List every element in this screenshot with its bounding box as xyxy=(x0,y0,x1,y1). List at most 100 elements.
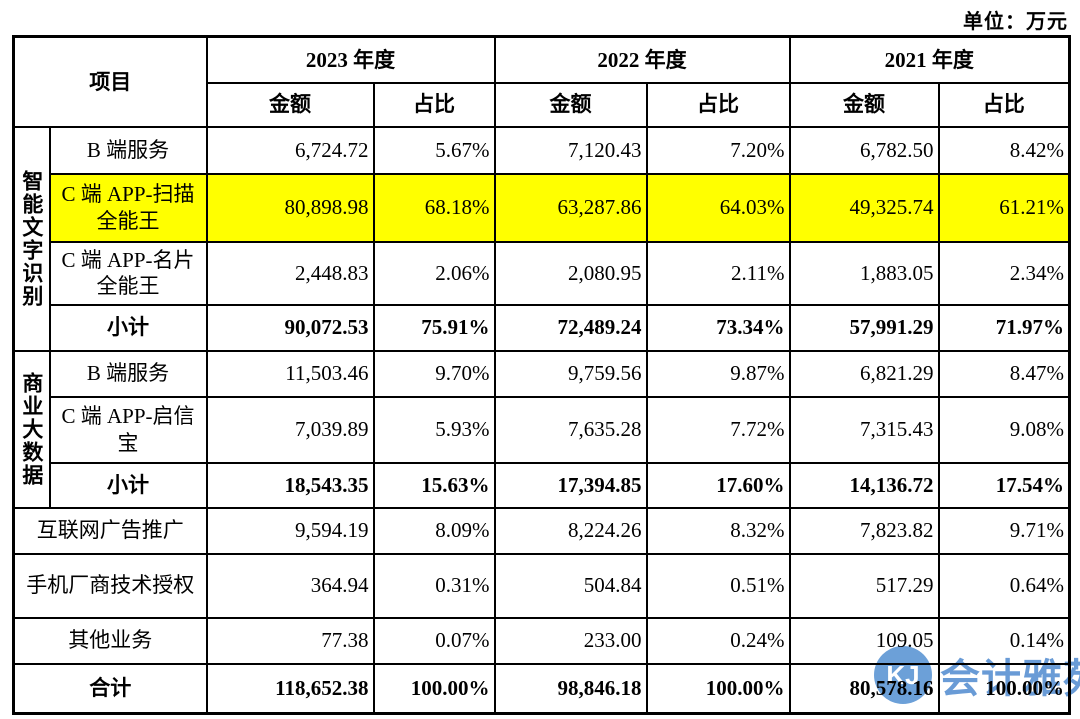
table-cell: 80,898.98 xyxy=(205,172,375,243)
table-cell: 0.24% xyxy=(645,616,791,665)
table-cell: 71.97% xyxy=(937,303,1071,352)
table-cell: 73.34% xyxy=(645,303,791,352)
table-cell: 517.29 xyxy=(788,552,940,619)
row-label: 小计 xyxy=(48,303,208,352)
table-cell: 109.05 xyxy=(788,616,940,665)
subtotal-row: 小计 18,543.35 15.63% 17,394.85 17.60% 14,… xyxy=(14,461,1071,509)
row-label: 合计 xyxy=(12,662,208,715)
table-cell: 75.91% xyxy=(372,303,496,352)
row-label: B 端服务 xyxy=(48,349,208,398)
table-cell: 0.64% xyxy=(937,552,1071,619)
table-row: C 端 APP-名片全能王 2,448.83 2.06% 2,080.95 2.… xyxy=(14,240,1071,306)
table-cell: 17.60% xyxy=(645,461,791,509)
table-cell: 18,543.35 xyxy=(205,461,375,509)
table-cell: 100.00% xyxy=(372,662,496,715)
ratio-header: 占比 xyxy=(645,81,791,128)
table-cell: 7,120.43 xyxy=(493,125,648,175)
table-cell: 90,072.53 xyxy=(205,303,375,352)
table-cell: 17,394.85 xyxy=(493,461,648,509)
table-cell: 5.93% xyxy=(372,395,496,464)
table-cell: 17.54% xyxy=(937,461,1071,509)
row-label: 小计 xyxy=(48,461,208,509)
table-cell: 2,080.95 xyxy=(493,240,648,306)
table-cell: 14,136.72 xyxy=(788,461,940,509)
table-cell: 8.09% xyxy=(372,506,496,555)
table-cell: 100.00% xyxy=(645,662,791,715)
table-cell: 8.32% xyxy=(645,506,791,555)
table-cell: 364.94 xyxy=(205,552,375,619)
table-cell: 2.34% xyxy=(937,240,1071,306)
corner-header: 项目 xyxy=(12,35,208,128)
revenue-breakdown-table: 项目 2023 年度 2022 年度 2021 年度 金额 占比 金额 占比 金… xyxy=(12,35,1071,715)
year-header-2021: 2021 年度 xyxy=(788,35,1071,84)
table-cell: 9,594.19 xyxy=(205,506,375,555)
table-cell: 7,315.43 xyxy=(788,395,940,464)
row-label: 其他业务 xyxy=(12,616,208,665)
table-cell: 9.70% xyxy=(372,349,496,398)
table-cell: 72,489.24 xyxy=(493,303,648,352)
table-cell: 2.06% xyxy=(372,240,496,306)
row-label: 手机厂商技术授权 xyxy=(12,552,208,619)
table-cell: 6,821.29 xyxy=(788,349,940,398)
table-row: 其他业务 77.38 0.07% 233.00 0.24% 109.05 0.1… xyxy=(12,616,1071,665)
table-cell: 8.47% xyxy=(937,349,1071,398)
amount-header: 金额 xyxy=(788,81,940,128)
row-label: C 端 APP-扫描全能王 xyxy=(48,172,208,243)
row-label: 互联网广告推广 xyxy=(12,506,208,555)
table-cell: 9,759.56 xyxy=(493,349,648,398)
table-cell: 2.11% xyxy=(645,240,791,306)
group-label-intelligent-text-recognition: 智能文字识别 xyxy=(12,125,51,352)
table-cell: 61.21% xyxy=(937,172,1071,243)
table-cell: 1,883.05 xyxy=(788,240,940,306)
table-cell: 68.18% xyxy=(372,172,496,243)
table-cell: 77.38 xyxy=(205,616,375,665)
table-cell: 7.20% xyxy=(645,125,791,175)
table-row-highlighted: C 端 APP-扫描全能王 80,898.98 68.18% 63,287.86… xyxy=(14,172,1071,243)
table-cell: 6,724.72 xyxy=(205,125,375,175)
table-cell: 0.51% xyxy=(645,552,791,619)
table-cell: 0.31% xyxy=(372,552,496,619)
row-label: B 端服务 xyxy=(48,125,208,175)
table-cell: 80,578.16 xyxy=(788,662,940,715)
table-cell: 57,991.29 xyxy=(788,303,940,352)
table-cell: 118,652.38 xyxy=(205,662,375,715)
year-header-2023: 2023 年度 xyxy=(205,35,496,84)
table-cell: 98,846.18 xyxy=(493,662,648,715)
table-row: 互联网广告推广 9,594.19 8.09% 8,224.26 8.32% 7,… xyxy=(12,506,1071,555)
table-row: 智能文字识别 B 端服务 6,724.72 5.67% 7,120.43 7.2… xyxy=(12,125,1071,352)
table-cell: 9.08% xyxy=(937,395,1071,464)
table-cell: 63,287.86 xyxy=(493,172,648,243)
table-cell: 6,782.50 xyxy=(788,125,940,175)
table-cell: 7.72% xyxy=(645,395,791,464)
table-cell: 233.00 xyxy=(493,616,648,665)
ratio-header: 占比 xyxy=(372,81,496,128)
table-cell: 7,635.28 xyxy=(493,395,648,464)
table-cell: 49,325.74 xyxy=(788,172,940,243)
table-cell: 0.14% xyxy=(937,616,1071,665)
table-cell: 5.67% xyxy=(372,125,496,175)
table-row: 手机厂商技术授权 364.94 0.31% 504.84 0.51% 517.2… xyxy=(12,552,1071,619)
group-label-commercial-big-data: 商业大数据 xyxy=(12,349,51,509)
table-cell: 7,039.89 xyxy=(205,395,375,464)
table-cell: 8,224.26 xyxy=(493,506,648,555)
table-cell: 2,448.83 xyxy=(205,240,375,306)
ratio-header: 占比 xyxy=(937,81,1071,128)
table-cell: 15.63% xyxy=(372,461,496,509)
table-cell: 9.87% xyxy=(645,349,791,398)
table-row: C 端 APP-启信宝 7,039.89 5.93% 7,635.28 7.72… xyxy=(14,395,1071,464)
table-cell: 8.42% xyxy=(937,125,1071,175)
table-cell: 64.03% xyxy=(645,172,791,243)
table-cell: 100.00% xyxy=(937,662,1071,715)
row-label: C 端 APP-启信宝 xyxy=(48,395,208,464)
row-label: C 端 APP-名片全能王 xyxy=(48,240,208,306)
table-cell: 7,823.82 xyxy=(788,506,940,555)
subtotal-row: 小计 90,072.53 75.91% 72,489.24 73.34% 57,… xyxy=(14,303,1071,352)
table-row: 商业大数据 B 端服务 11,503.46 9.70% 9,759.56 9.8… xyxy=(12,349,1071,509)
year-header-2022: 2022 年度 xyxy=(493,35,791,84)
unit-label: 单位：万元 xyxy=(963,11,1068,33)
table-cell: 9.71% xyxy=(937,506,1071,555)
table-cell: 0.07% xyxy=(372,616,496,665)
table-cell: 504.84 xyxy=(493,552,648,619)
amount-header: 金额 xyxy=(205,81,375,128)
table-cell: 11,503.46 xyxy=(205,349,375,398)
